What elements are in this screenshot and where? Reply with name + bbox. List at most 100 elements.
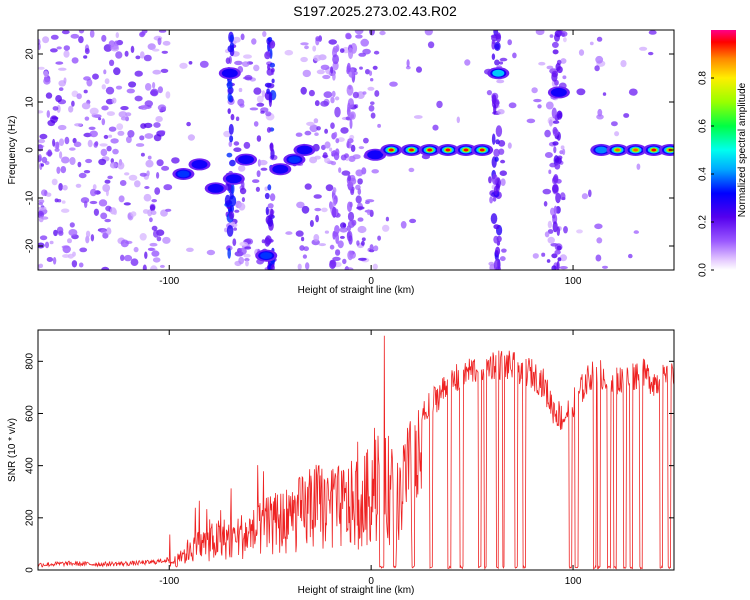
- heatmap-streak-cell: [229, 159, 236, 167]
- heatmap-blob-layer: [227, 71, 233, 75]
- heatmap-cell: [588, 189, 592, 198]
- heatmap-cell: [256, 135, 262, 142]
- heatmap-cell: [73, 141, 82, 148]
- heatmap-cell: [140, 51, 145, 59]
- heatmap-blob: [255, 249, 278, 262]
- heatmap-streak-cell: [495, 246, 501, 256]
- heatmap-cell: [100, 212, 108, 220]
- heatmap-cell: [234, 60, 243, 66]
- heatmap-cell: [245, 260, 249, 267]
- heatmap-cell: [161, 50, 168, 54]
- heatmap-streak-cell: [350, 188, 355, 195]
- heatmap-streak-cell: [229, 34, 234, 43]
- heatmap-cell: [108, 126, 117, 132]
- heatmap-cell: [367, 86, 375, 91]
- heatmap-cell: [155, 116, 163, 123]
- heatmap-cell: [648, 51, 654, 56]
- heatmap-cell: [101, 118, 106, 126]
- heatmap-cell: [427, 41, 435, 49]
- heatmap-cell: [139, 135, 145, 141]
- heatmap-cell: [243, 141, 251, 149]
- heatmap-cell: [531, 87, 538, 94]
- heatmap-cell: [39, 235, 48, 241]
- heatmap-streak-cell: [264, 192, 270, 200]
- heatmap-blob-layer: [463, 148, 469, 152]
- heatmap-cell: [486, 90, 492, 96]
- heatmap-cell: [42, 36, 50, 44]
- heatmap-streak-cell: [229, 195, 237, 207]
- heatmap-cell: [648, 30, 657, 35]
- heatmap-cell: [252, 179, 260, 184]
- heatmap-cell: [464, 59, 471, 66]
- heatmap-cell: [238, 87, 243, 93]
- heatmap-cell: [305, 262, 310, 270]
- heatmap-cell: [547, 220, 553, 229]
- heatmap-cell: [233, 147, 242, 152]
- heatmap-cell: [238, 165, 246, 172]
- heatmap-cell: [329, 147, 333, 152]
- heatmap-cell: [355, 169, 364, 177]
- heatmap-cell: [240, 33, 245, 41]
- heatmap-cell: [498, 61, 504, 65]
- heatmap-streak-cell: [495, 139, 500, 145]
- heatmap-cell: [489, 196, 493, 204]
- heatmap-cell: [372, 263, 378, 270]
- heatmap-cell: [149, 204, 156, 212]
- heatmap-blob: [624, 144, 647, 156]
- heatmap-cell: [316, 69, 325, 75]
- heatmap-cell: [81, 102, 91, 110]
- heatmap-cell: [232, 36, 241, 43]
- heatmap-cell: [115, 32, 120, 39]
- heatmap-cell: [88, 126, 96, 130]
- heatmap-streak-cell: [332, 187, 337, 194]
- heatmap-cell: [124, 50, 129, 57]
- heatmap-blob-layer: [615, 148, 620, 152]
- heatmap-blob-layer: [213, 186, 219, 190]
- heatmap-cell: [320, 64, 330, 71]
- heatmap-cell: [309, 124, 319, 133]
- y-tick-label: 20: [25, 48, 36, 60]
- heatmap-cell: [340, 222, 347, 229]
- heatmap-cell: [38, 139, 46, 144]
- snr-xlabel: Height of straight line (km): [298, 585, 415, 596]
- heatmap-blob: [364, 148, 387, 161]
- heatmap-streak-cell: [555, 192, 561, 204]
- heatmap-streak-cell: [348, 47, 354, 60]
- heatmap-cell: [337, 137, 345, 143]
- heatmap-cell: [253, 121, 259, 127]
- heatmap-cell: [119, 180, 127, 186]
- heatmap-cell: [321, 207, 328, 213]
- heatmap-cell: [602, 265, 608, 269]
- heatmap-cell: [357, 178, 363, 185]
- heatmap-cell: [107, 175, 113, 180]
- heatmap-cell: [100, 148, 108, 157]
- heatmap-cell: [51, 178, 58, 186]
- heatmap-streak-cell: [349, 111, 356, 120]
- heatmap-streak-cell: [551, 107, 557, 119]
- x-tick-label: 100: [565, 576, 582, 587]
- heatmap-cell: [377, 123, 381, 128]
- heatmap-cell: [130, 211, 137, 217]
- heatmap-cell: [104, 218, 111, 223]
- heatmap-cell: [361, 237, 366, 242]
- heatmap-cell: [144, 186, 150, 189]
- heatmap-streak-cell: [553, 205, 558, 215]
- heatmap-cell: [98, 117, 102, 121]
- heatmap-blob-layer: [302, 148, 307, 152]
- heatmap-streak-cell: [226, 81, 233, 90]
- heatmap-cell: [611, 121, 618, 127]
- heatmap-streak-cell: [555, 62, 561, 71]
- heatmap-cell: [373, 245, 379, 252]
- heatmap-cell: [563, 226, 568, 234]
- heatmap-cell: [56, 46, 62, 50]
- heatmap-cell: [636, 163, 641, 170]
- heatmap-streak-cell: [348, 85, 352, 90]
- heatmap-cell: [186, 247, 194, 252]
- heatmap-cell: [560, 58, 567, 64]
- heatmap-streak-cell: [554, 157, 562, 165]
- heatmap-cell: [456, 116, 460, 124]
- heatmap-cell: [40, 163, 45, 167]
- heatmap-cell: [162, 40, 171, 46]
- heatmap-cell: [156, 236, 162, 242]
- heatmap-blob: [400, 144, 423, 156]
